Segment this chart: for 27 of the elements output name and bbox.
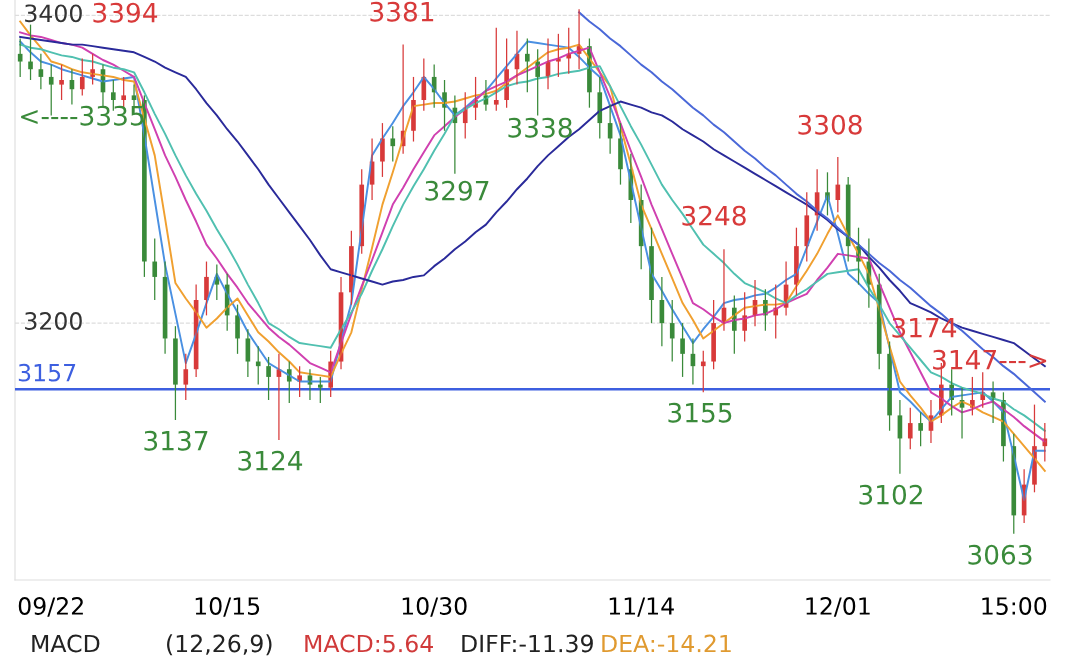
annotation: 3102 bbox=[859, 484, 922, 505]
annotation: 3381 bbox=[370, 1, 434, 22]
annotation: 3297 bbox=[425, 180, 489, 201]
annotation: 3394 bbox=[93, 2, 158, 23]
x-tick-label: 10/30 bbox=[402, 597, 467, 617]
text: MACD bbox=[32, 634, 100, 653]
x-tick-label: 09/22 bbox=[18, 597, 83, 617]
text: MACD:5.64 bbox=[305, 634, 433, 653]
annotation: 3338 bbox=[508, 117, 572, 138]
annotation: 3308 bbox=[798, 114, 862, 135]
candlestick bbox=[59, 63, 64, 101]
x-tick-label: 12/01 bbox=[806, 597, 870, 617]
line-series bbox=[578, 11, 1046, 403]
y-tick-label: 3400 bbox=[25, 4, 82, 23]
ref-line-label: 3157 bbox=[18, 363, 76, 382]
candlestick bbox=[493, 27, 499, 112]
x-tick-label: 10/15 bbox=[195, 597, 260, 617]
x-tick-label: 15:00 bbox=[982, 597, 1047, 615]
text: DEA:-14.21 bbox=[602, 634, 731, 653]
annotation: 3137 bbox=[144, 430, 208, 451]
x-tick-label: 11/14 bbox=[609, 597, 674, 617]
annotation: 3124 bbox=[238, 450, 303, 471]
text: DIFF:-11.39 bbox=[462, 634, 593, 653]
annotation: 3063 bbox=[968, 544, 1032, 565]
text: (12,26,9) bbox=[167, 634, 272, 656]
y-tick-label: 3200 bbox=[25, 312, 82, 330]
annotation: 3155 bbox=[668, 402, 732, 423]
